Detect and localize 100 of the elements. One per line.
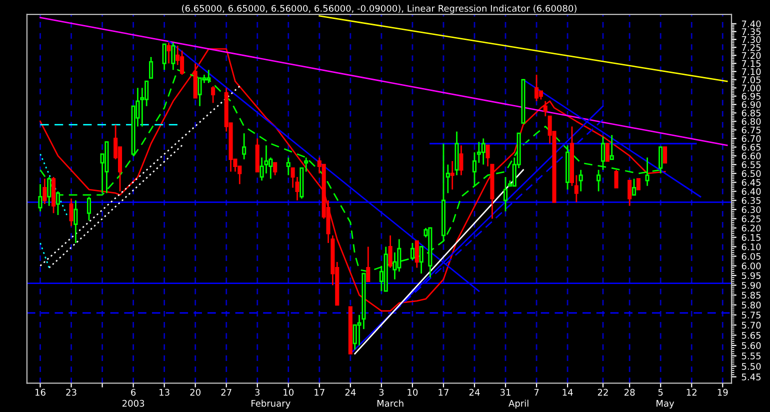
x-tick-label: 6: [131, 388, 136, 396]
candlestick: [38, 183, 42, 212]
y-tick-label: 5.70: [742, 322, 761, 329]
chart-title: (6.65000, 6.65000, 6.56000, 6.56000, -0.09000), Linear Regression Indicator (6.60080): [182, 4, 576, 14]
candlestick: [162, 44, 166, 71]
y-tick-label: 6.65: [742, 144, 761, 151]
y-tick-label: 6.50: [742, 170, 761, 177]
y-tick-label: 7.00: [742, 84, 761, 92]
candlestick: [286, 156, 290, 176]
x-tick-label: 19: [718, 388, 728, 396]
candlestick: [56, 190, 60, 216]
candlestick: [578, 169, 583, 192]
x-tick-label: 3: [379, 388, 384, 396]
line-series: [40, 48, 666, 312]
y-tick-label: 6.25: [742, 215, 761, 222]
candlestick: [69, 198, 74, 227]
candlestick: [645, 156, 650, 187]
candlestick: [600, 136, 606, 171]
candlestick: [304, 156, 308, 172]
y-tick-label: 6.00: [742, 262, 761, 270]
candlestick: [481, 138, 486, 166]
candlestick: [596, 169, 601, 192]
y-tick-label: 6.80: [742, 118, 761, 125]
y-tick-label: 5.80: [742, 302, 761, 309]
x2-tick-label: March: [377, 400, 404, 407]
y-tick-label: 7.15: [742, 60, 761, 67]
y-tick-label: 5.90: [742, 282, 761, 289]
candlestick: [614, 169, 618, 188]
y-tick-label: 5.75: [742, 312, 761, 318]
candlestick: [636, 178, 640, 190]
y-tick-label: 6.55: [742, 161, 761, 168]
y-tick-label: 5.60: [742, 342, 761, 350]
x2-tick-label: February: [252, 400, 290, 408]
candlestick: [242, 132, 246, 160]
candlestick: [74, 200, 78, 244]
y-tick-label: 7.05: [742, 76, 761, 84]
x-tick-label: 24: [345, 388, 356, 396]
candlestick: [47, 176, 52, 207]
y-tick-label: 5.85: [742, 292, 761, 299]
y-tick-label: 6.45: [742, 179, 761, 186]
y-tick-label: 6.40: [742, 188, 761, 195]
candlestick: [610, 134, 614, 160]
y-tick-label: 6.05: [742, 252, 761, 260]
x-tick-label: 10: [408, 388, 418, 396]
candlestick: [503, 176, 508, 212]
y-tick-label: 5.45: [742, 374, 761, 380]
y-tick-label: 6.60: [742, 152, 761, 160]
y-tick-label: 6.95: [742, 92, 761, 100]
candlestick: [42, 178, 47, 205]
x2-tick-label: May: [656, 400, 674, 408]
candlestick: [86, 196, 92, 222]
x-tick-label: 3: [255, 388, 260, 396]
y-tick-label: 6.35: [742, 197, 761, 204]
x2-tick-label: 2003: [122, 400, 144, 407]
x-tick-label: 12: [686, 388, 696, 396]
y-tick-label: 6.20: [742, 224, 761, 232]
candlestick: [198, 77, 202, 107]
candlestick: [366, 246, 370, 282]
candlestick: [410, 242, 414, 261]
x2-tick-label: April: [508, 400, 528, 408]
x-tick-label: 28: [624, 388, 635, 396]
candlestick: [534, 74, 539, 102]
x-tick-label: 16: [35, 388, 46, 396]
candlestick: [450, 160, 454, 190]
y-tick-label: 7.25: [742, 44, 761, 51]
candlestick: [388, 234, 392, 268]
candlestick: [166, 42, 171, 64]
candlestick: [663, 146, 668, 164]
x-tick-label: 31: [500, 388, 510, 396]
x-tick-label: 17: [438, 388, 448, 396]
x-tick-label: 20: [190, 388, 200, 396]
candlestick: [211, 86, 216, 104]
y-tick-label: 7.30: [742, 36, 761, 44]
x-tick-label: 22: [598, 388, 608, 396]
y-tick-label: 7.40: [742, 20, 761, 28]
y-tick-label: 7.35: [742, 28, 761, 36]
x-tick-label: 14: [562, 388, 573, 396]
candlestick: [171, 42, 176, 71]
x-tick-label: 17: [314, 388, 324, 396]
candlestick: [543, 100, 548, 117]
y-tick-label: 7.20: [742, 52, 761, 59]
y-tick-label: 6.30: [742, 206, 761, 214]
y-tick-label: 7.10: [742, 68, 761, 76]
x-tick-label: 24: [469, 388, 480, 396]
candlestick: [148, 56, 154, 79]
x-tick-label: 23: [66, 388, 76, 396]
y-tick-label: 6.90: [742, 101, 761, 108]
y-tick-label: 6.85: [742, 110, 761, 116]
x-tick-label: 7: [534, 388, 539, 396]
x-tick-label: 13: [160, 388, 170, 396]
y-tick-label: 6.10: [742, 243, 761, 250]
y-tick-label: 5.65: [742, 332, 761, 339]
candlestick: [628, 180, 632, 207]
candlestick: [459, 144, 464, 176]
x-tick-label: 5: [658, 388, 663, 396]
x-tick-label: 27: [221, 388, 232, 396]
x-tick-label: 10: [284, 388, 294, 396]
y-tick-label: 5.50: [742, 362, 761, 370]
candlestick: [605, 142, 610, 162]
candlestick: [632, 178, 636, 196]
